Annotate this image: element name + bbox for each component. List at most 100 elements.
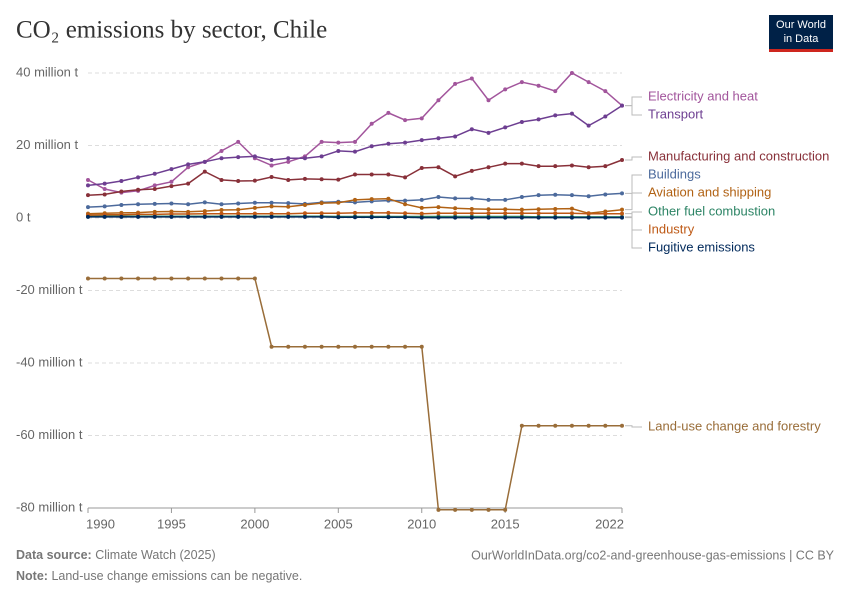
data-point	[503, 87, 508, 92]
x-tick-label: 2010	[407, 516, 436, 531]
data-point	[403, 202, 408, 207]
data-point	[319, 139, 324, 144]
data-point	[353, 210, 357, 215]
source: Data source: Climate Watch (2025)	[16, 548, 216, 562]
data-point	[353, 215, 357, 220]
data-point	[586, 215, 591, 220]
data-point	[603, 211, 608, 216]
data-point	[336, 200, 341, 205]
data-point	[236, 155, 241, 160]
data-point	[236, 139, 241, 144]
data-point	[569, 423, 574, 428]
data-point	[186, 202, 191, 207]
data-point	[419, 197, 424, 202]
data-point	[536, 117, 541, 122]
y-tick-label: -20 million t	[16, 282, 83, 297]
data-point	[603, 192, 608, 197]
series-label: Other fuel combustion	[648, 203, 775, 218]
data-point	[586, 423, 591, 428]
note-text: Land-use change emissions can be negativ…	[51, 569, 302, 583]
data-point	[403, 215, 408, 220]
data-point	[453, 174, 458, 179]
data-point	[586, 165, 591, 170]
data-point	[603, 164, 608, 169]
data-point	[252, 205, 257, 210]
data-point	[620, 191, 624, 196]
data-point	[453, 507, 458, 512]
data-point	[119, 179, 124, 184]
label-connector	[625, 174, 642, 194]
data-point	[186, 162, 191, 167]
y-tick-label: -40 million t	[16, 354, 83, 369]
label-connector	[625, 217, 642, 249]
data-point	[569, 111, 574, 116]
data-point	[436, 211, 441, 216]
data-point	[336, 177, 341, 182]
data-point	[536, 164, 541, 169]
data-point	[469, 196, 474, 201]
data-point	[453, 206, 458, 211]
data-point	[469, 168, 474, 173]
data-point	[102, 187, 107, 191]
data-point	[219, 148, 224, 153]
data-point	[319, 154, 324, 159]
label-connector	[625, 425, 642, 428]
label-connector	[625, 213, 642, 231]
data-point	[236, 276, 241, 281]
data-point	[403, 175, 408, 180]
data-point	[486, 211, 491, 216]
data-point	[469, 76, 474, 81]
data-point	[302, 202, 307, 207]
data-point	[569, 193, 574, 198]
data-point	[336, 211, 341, 216]
data-point	[353, 149, 357, 154]
data-point	[436, 194, 441, 199]
data-point	[136, 214, 141, 219]
data-point	[369, 172, 374, 177]
data-point	[419, 344, 424, 349]
data-point	[302, 344, 307, 349]
label-connector	[625, 211, 642, 218]
data-point	[186, 181, 191, 186]
label-connector	[625, 96, 642, 107]
data-point	[536, 211, 541, 216]
data-point	[569, 206, 574, 211]
data-point	[386, 215, 391, 220]
data-point	[469, 127, 474, 132]
data-point	[369, 197, 374, 202]
series-label: Manufacturing and construction	[648, 148, 829, 163]
data-point	[386, 172, 391, 177]
data-point	[86, 205, 90, 210]
data-point	[486, 197, 491, 202]
data-point	[536, 207, 541, 212]
data-point	[386, 344, 391, 349]
data-point	[469, 507, 474, 512]
data-point	[169, 179, 174, 184]
data-point	[586, 194, 591, 199]
label-connector	[625, 105, 642, 116]
data-point	[553, 206, 558, 211]
data-point	[620, 207, 624, 212]
data-point	[419, 165, 424, 170]
data-point	[503, 197, 508, 202]
data-point	[186, 212, 191, 217]
data-point	[519, 161, 524, 166]
data-point	[486, 207, 491, 212]
data-point	[519, 215, 524, 220]
x-tick-label: 1995	[157, 516, 186, 531]
data-point	[519, 207, 524, 212]
data-point	[336, 148, 341, 153]
data-point	[569, 163, 574, 168]
data-point	[403, 140, 408, 145]
data-point	[269, 175, 274, 180]
data-point	[436, 215, 441, 220]
data-point	[353, 172, 357, 177]
data-point	[519, 194, 524, 199]
data-point	[386, 196, 391, 201]
series-line	[88, 277, 622, 511]
note: Note: Land-use change emissions can be n…	[16, 569, 302, 583]
data-point	[302, 214, 307, 219]
data-point	[302, 176, 307, 181]
data-point	[219, 202, 224, 207]
